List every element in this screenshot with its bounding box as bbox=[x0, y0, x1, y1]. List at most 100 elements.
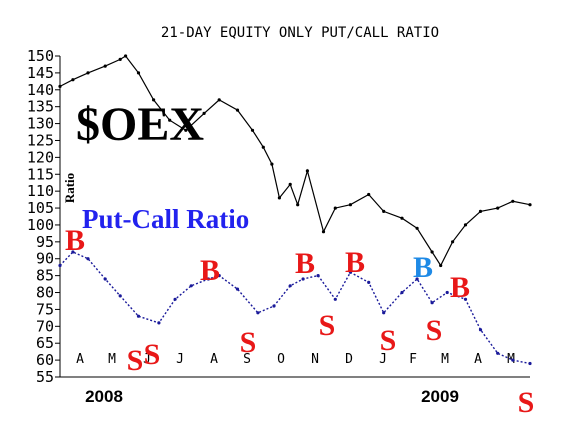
put-call-data-point bbox=[235, 287, 240, 291]
y-tick-label: 80 bbox=[36, 284, 54, 302]
oex-data-point bbox=[86, 71, 90, 75]
x-month-label: J bbox=[143, 352, 151, 367]
oex-data-point bbox=[152, 98, 156, 102]
put-call-data-point bbox=[272, 304, 276, 308]
buy-signal: B bbox=[295, 247, 315, 280]
y-tick-label: 55 bbox=[36, 368, 54, 386]
y-axis: 1501451401351301251201151101051009590858… bbox=[27, 47, 60, 386]
series-group bbox=[58, 54, 532, 366]
y-tick-label: 145 bbox=[27, 64, 54, 82]
x-month-label: A bbox=[474, 352, 482, 367]
x-year-label: 2009 bbox=[421, 387, 459, 406]
sell-signal: S bbox=[518, 386, 535, 419]
oex-data-point bbox=[270, 162, 274, 166]
x-month-label: F bbox=[409, 352, 417, 367]
x-month-label: O bbox=[277, 352, 285, 367]
y-tick-label: 125 bbox=[27, 131, 54, 149]
y-tick-label: 90 bbox=[36, 250, 54, 268]
put-call-data-point bbox=[430, 301, 434, 305]
oex-data-point bbox=[348, 203, 352, 207]
put-call-data-point bbox=[528, 361, 532, 366]
put-call-data-point bbox=[478, 328, 483, 332]
y-tick-label: 120 bbox=[27, 148, 54, 166]
oex-data-point bbox=[124, 54, 128, 58]
put-call-data-point bbox=[316, 274, 320, 278]
oex-data-point bbox=[118, 57, 122, 62]
put-call-data-point bbox=[189, 284, 193, 288]
oex-data-point bbox=[382, 209, 386, 213]
put-call-data-point bbox=[367, 280, 371, 284]
put-call-data-point bbox=[256, 311, 260, 315]
put-call-data-point bbox=[206, 277, 210, 281]
oex-data-point bbox=[321, 230, 326, 234]
put-call-data-point bbox=[445, 290, 449, 295]
put-call-data-point bbox=[463, 297, 468, 301]
put-call-data-point bbox=[58, 263, 62, 268]
y-axis-label: Ratio bbox=[62, 173, 77, 203]
x-year-label: 2008 bbox=[85, 387, 123, 406]
x-month-label: M bbox=[507, 352, 515, 367]
put-call-data-point bbox=[382, 311, 386, 315]
y-tick-label: 75 bbox=[36, 300, 54, 318]
put-call-data-point bbox=[333, 297, 337, 301]
buy-signal: B bbox=[450, 271, 470, 304]
x-month-label: M bbox=[441, 352, 449, 367]
x-month-label: M bbox=[108, 352, 116, 367]
oex-data-point bbox=[296, 203, 300, 207]
sell-signal: S bbox=[380, 324, 397, 357]
y-tick-label: 140 bbox=[27, 81, 54, 99]
oex-data-point bbox=[305, 169, 309, 173]
buy-signal: B bbox=[200, 254, 220, 287]
put-call-data-point bbox=[288, 284, 292, 288]
put-call-data-point bbox=[400, 290, 404, 295]
y-tick-label: 65 bbox=[36, 334, 54, 352]
put-call-data-point bbox=[301, 277, 305, 281]
y-tick-label: 95 bbox=[36, 233, 54, 251]
y-tick-label: 110 bbox=[27, 182, 54, 200]
put-call-data-point bbox=[217, 274, 221, 278]
put-call-data-point bbox=[511, 358, 515, 362]
oex-data-point bbox=[250, 128, 255, 132]
oex-data-point bbox=[400, 216, 404, 220]
y-tick-label: 130 bbox=[27, 115, 54, 133]
oex-data-point bbox=[58, 84, 62, 88]
put-call-data-point bbox=[157, 321, 161, 325]
oex-data-point bbox=[71, 78, 75, 82]
y-tick-label: 100 bbox=[27, 216, 54, 234]
buy-signal: B bbox=[65, 224, 85, 257]
x-month-label: J bbox=[176, 352, 184, 367]
oex-data-point bbox=[415, 226, 419, 230]
put-call-data-point bbox=[103, 277, 107, 281]
oex-data-point bbox=[288, 182, 292, 186]
oex-data-point bbox=[430, 250, 434, 254]
x-month-label: A bbox=[210, 352, 218, 367]
x-month-label: A bbox=[76, 352, 84, 367]
buy-signal: B bbox=[413, 251, 433, 284]
sell-signal: S bbox=[144, 338, 161, 371]
put-call-data-point bbox=[496, 351, 500, 355]
put-call-annotation: Put-Call Ratio bbox=[82, 204, 249, 234]
put-call-data-point bbox=[86, 257, 90, 261]
chart-title: 21-DAY EQUITY ONLY PUT/CALL RATIO bbox=[161, 25, 439, 41]
y-tick-label: 115 bbox=[27, 165, 54, 183]
y-tick-label: 85 bbox=[36, 267, 54, 285]
y-tick-label: 105 bbox=[27, 199, 54, 217]
put-call-data-point bbox=[415, 277, 419, 281]
oex-data-point bbox=[496, 206, 500, 210]
put-call-series-line bbox=[59, 251, 531, 365]
x-axis: A M J J A S O N D J F M A M 2008 2009 bbox=[76, 352, 515, 406]
oex-annotation: $OEX bbox=[76, 98, 204, 151]
sell-signal: S bbox=[426, 314, 443, 347]
oex-data-point bbox=[511, 199, 515, 203]
oex-data-point bbox=[333, 206, 337, 210]
oex-data-point bbox=[235, 108, 240, 112]
oex-data-point bbox=[103, 64, 107, 68]
x-month-label: S bbox=[243, 352, 251, 367]
oex-series-line bbox=[59, 55, 531, 267]
sell-signal: S bbox=[319, 309, 336, 342]
oex-data-point bbox=[463, 223, 468, 227]
x-month-label: D bbox=[345, 352, 353, 367]
oex-data-point bbox=[184, 128, 188, 132]
